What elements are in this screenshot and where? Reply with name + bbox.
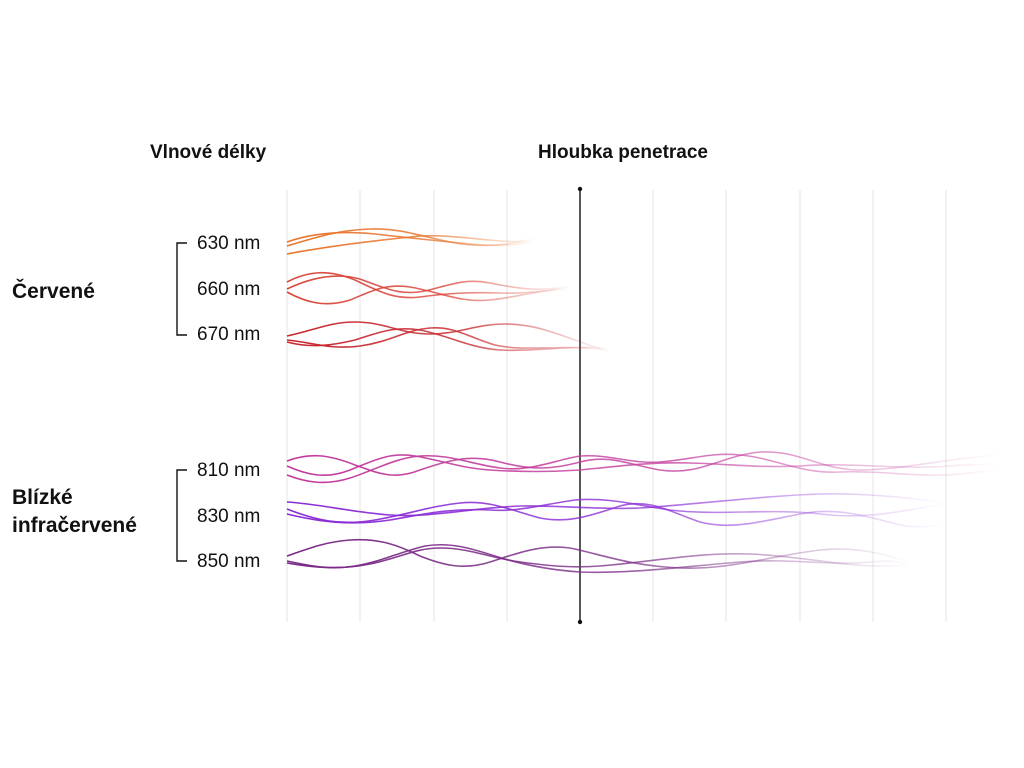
bracket-near-infrared [176,469,187,562]
wave-660nm [286,271,571,305]
wave-630nm [286,228,536,255]
depth-axis [577,186,583,625]
grid-lines [286,190,947,622]
bracket-red [176,242,187,336]
wavelength-label-810: 810 nm [197,460,261,481]
wave-810nm [286,451,1001,484]
wave-830nm [286,493,946,528]
wavelength-label-850: 850 nm [197,551,261,572]
wave-850nm [286,538,911,574]
wavelength-label-630: 630 nm [197,233,261,254]
wavelength-label-830: 830 nm [197,506,261,527]
penetration-depth-header: Hloubka penetrace [538,142,708,163]
wavelength-label-660: 660 nm [197,279,261,300]
group-label-red: Červené [12,280,95,303]
wavelength-label-670: 670 nm [197,324,261,345]
wavelengths-header: Vlnové délky [150,142,267,163]
group-label-near-infrared: Blízké infračervené [12,486,137,537]
wave-670nm [286,321,611,353]
